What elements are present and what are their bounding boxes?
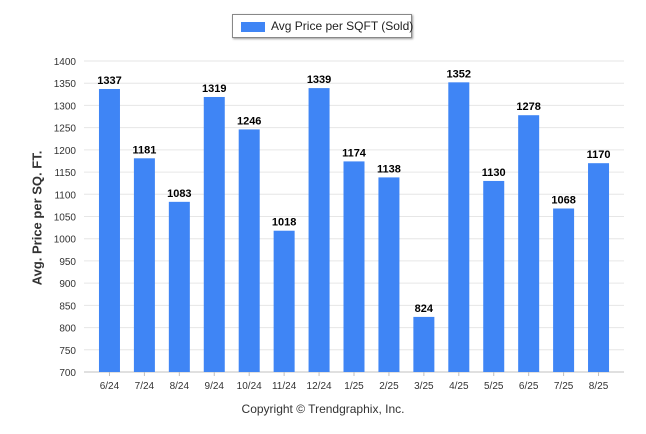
bar [168, 201, 190, 372]
bar-value-label: 1181 [132, 144, 156, 156]
y-tick-label: 850 [59, 301, 76, 312]
y-tick-label: 1100 [54, 190, 76, 201]
x-tick-label: 2/25 [379, 381, 399, 392]
bar [133, 158, 155, 372]
legend: Avg Price per SQFT (Sold) [232, 14, 414, 38]
x-tick-labels: 6/24 7/24 8/24 9/24 10/24 11/24 12/24 1/25 2/25 3… [100, 372, 609, 392]
bar-value-label: 1339 [307, 74, 331, 86]
x-tick-label: 11/24 [272, 381, 297, 392]
bar-value-label: 1068 [551, 195, 575, 207]
y-tick-label: 1250 [54, 124, 77, 135]
y-tick-label: 1400 [54, 57, 77, 68]
x-tick-label: 6/24 [100, 381, 120, 392]
bar-value-label: 1130 [482, 167, 506, 179]
bar-value-label: 1083 [167, 188, 191, 200]
x-tick-label: 6/25 [519, 381, 539, 392]
x-tick-label: 5/25 [484, 381, 504, 392]
bar-value-labels: 1337 1181 1083 1319 1246 1018 1339 1174 1138 824 1… [97, 68, 610, 315]
bar-value-label: 1174 [342, 147, 367, 159]
bar [378, 177, 400, 372]
bar-value-label: 1352 [447, 68, 471, 80]
y-tick-label: 1350 [54, 79, 77, 90]
y-tick-label: 700 [59, 368, 76, 379]
x-tick-label: 9/24 [205, 381, 225, 392]
x-tick-label: 7/25 [554, 381, 574, 392]
bar [518, 115, 540, 373]
y-tick-label: 1300 [54, 101, 77, 112]
bar-value-label: 1246 [237, 115, 261, 127]
bar [413, 316, 435, 372]
y-tick-label: 1050 [54, 213, 77, 224]
bar [553, 208, 575, 372]
y-tick-label: 950 [59, 257, 76, 268]
legend-swatch [241, 22, 265, 32]
bar-value-label: 1337 [97, 75, 121, 87]
x-tick-label: 3/25 [414, 381, 434, 392]
copyright-text: Copyright © Trendgraphix, Inc. [241, 402, 405, 416]
x-tick-label: 12/24 [307, 381, 332, 392]
bar-value-label: 1170 [587, 149, 611, 161]
y-tick-label: 900 [59, 279, 76, 290]
bar-value-label: 1278 [516, 101, 540, 113]
x-tick-label: 10/24 [237, 381, 262, 392]
bar-value-label: 1319 [202, 83, 226, 95]
bar-value-label: 1138 [377, 163, 401, 175]
bar-value-label: 1018 [272, 217, 296, 229]
y-tick-label: 1150 [54, 168, 76, 179]
y-axis-label: Avg. Price per SQ. FT. [29, 150, 45, 286]
bar [98, 88, 120, 373]
legend-label: Avg Price per SQFT (Sold) [271, 19, 414, 33]
bar [273, 230, 295, 372]
y-tick-label: 1000 [54, 235, 77, 246]
bar [448, 82, 470, 372]
x-tick-label: 1/25 [344, 381, 364, 392]
x-tick-label: 8/24 [170, 381, 190, 392]
y-tick-label: 750 [59, 346, 76, 357]
bar [588, 163, 610, 372]
bar [203, 96, 225, 372]
bar [308, 88, 330, 372]
bar [238, 129, 260, 372]
y-tick-label: 1200 [54, 146, 77, 157]
bar [343, 161, 365, 372]
y-tick-label: 800 [59, 324, 76, 335]
x-tick-label: 8/25 [589, 381, 609, 392]
bar-value-label: 824 [415, 303, 434, 315]
bars [98, 82, 610, 373]
bar [483, 180, 505, 372]
x-tick-label: 7/24 [135, 381, 155, 392]
y-tick-labels: 700 750 800 850 900 950 1000 1050 1100 1150 1200 12… [54, 57, 77, 379]
x-tick-label: 4/25 [449, 381, 469, 392]
